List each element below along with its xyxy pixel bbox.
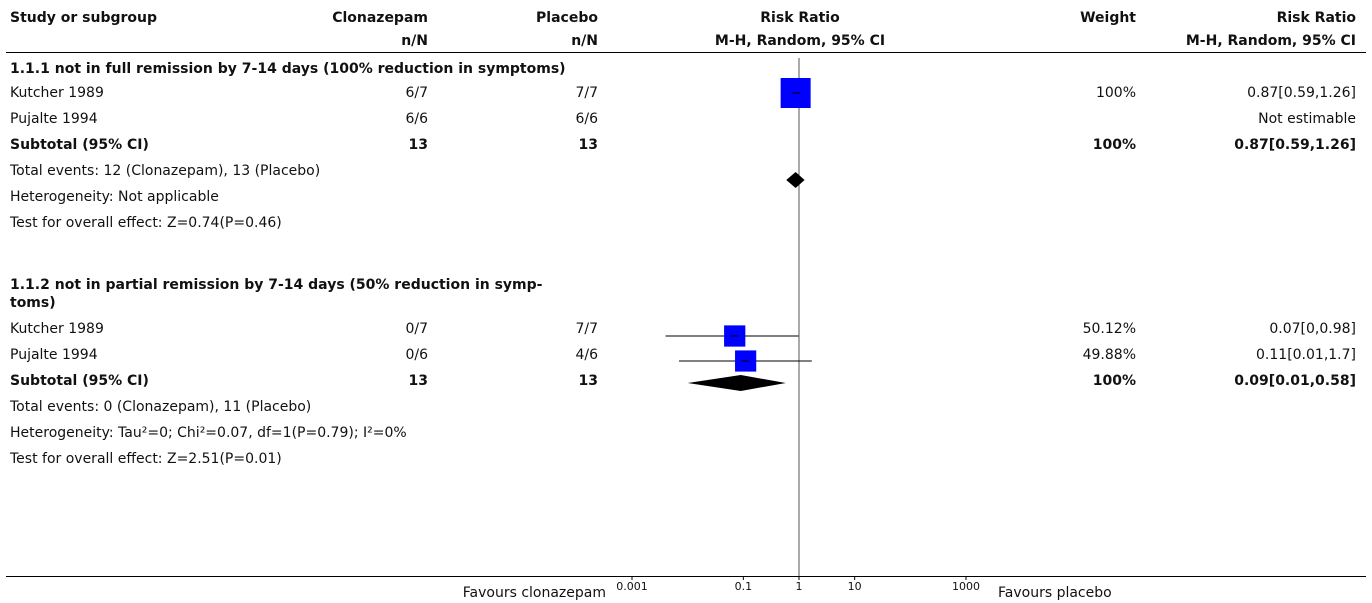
- header-divider: [6, 52, 1366, 53]
- study-name: Kutcher 1989: [10, 85, 104, 101]
- col-placebo-header: Placebo: [536, 10, 598, 26]
- subtotal-label: Subtotal (95% CI): [10, 137, 149, 153]
- col-risk-ratio-header: Risk Ratio: [760, 10, 840, 26]
- study-name: Pujalte 1994: [10, 347, 98, 363]
- study-placebo-events: 7/7: [575, 321, 598, 337]
- col-clonazepam-header: Clonazepam: [332, 10, 428, 26]
- study-weight: 50.12%: [1082, 321, 1136, 337]
- study-name: Kutcher 1989: [10, 321, 104, 337]
- subtotal-placebo-total: 13: [578, 137, 598, 153]
- subtotal-clonazepam-total: 13: [408, 373, 428, 389]
- subtotal-diamond: [786, 172, 805, 188]
- col-placebo-subheader: n/N: [571, 33, 598, 49]
- study-weight: 100%: [1095, 85, 1136, 101]
- group-2-title-line1: 1.1.2 not in partial remission by 7-14 d…: [10, 277, 543, 293]
- axis-tick-label: 1: [795, 580, 803, 593]
- subtotal-risk-ratio: 0.87[0.59,1.26]: [1234, 137, 1356, 153]
- subtotal-risk-ratio: 0.09[0.01,0.58]: [1234, 373, 1356, 389]
- subtotal-placebo-total: 13: [578, 373, 598, 389]
- study-placebo-events: 6/6: [575, 111, 598, 127]
- axis-tick-label: 0.1: [734, 580, 753, 593]
- study-risk-ratio: Not estimable: [1258, 111, 1356, 127]
- heterogeneity: Heterogeneity: Not applicable: [10, 189, 219, 205]
- overall-effect: Test for overall effect: Z=2.51(P=0.01): [10, 451, 282, 467]
- footer-divider: [6, 576, 1366, 577]
- study-risk-ratio: 0.87[0.59,1.26]: [1247, 85, 1356, 101]
- study-weight: 49.88%: [1082, 347, 1136, 363]
- subtotal-clonazepam-total: 13: [408, 137, 428, 153]
- study-name: Pujalte 1994: [10, 111, 98, 127]
- subtotal-diamond: [687, 375, 786, 391]
- total-events: Total events: 0 (Clonazepam), 11 (Placeb…: [10, 399, 312, 415]
- study-clonazepam-events: 6/6: [405, 111, 428, 127]
- axis-tick-label: 0.001: [616, 580, 648, 593]
- subtotal-weight: 100%: [1092, 373, 1136, 389]
- study-risk-ratio: 0.11[0.01,1.7]: [1256, 347, 1356, 363]
- favours-left-label: Favours clonazepam: [462, 585, 606, 601]
- favours-right-label: Favours placebo: [998, 585, 1112, 601]
- study-clonazepam-events: 0/6: [405, 347, 428, 363]
- subtotal-label: Subtotal (95% CI): [10, 373, 149, 389]
- overall-effect: Test for overall effect: Z=0.74(P=0.46): [10, 215, 282, 231]
- col-clonazepam-subheader: n/N: [401, 33, 428, 49]
- col-weight-header: Weight: [1080, 10, 1136, 26]
- group-1-title: 1.1.1 not in full remission by 7-14 days…: [10, 61, 566, 77]
- subtotal-weight: 100%: [1092, 137, 1136, 153]
- study-placebo-events: 4/6: [575, 347, 598, 363]
- total-events: Total events: 12 (Clonazepam), 13 (Place…: [10, 163, 321, 179]
- heterogeneity: Heterogeneity: Tau²=0; Chi²=0.07, df=1(P…: [10, 425, 407, 441]
- col-risk-ratio2-header: Risk Ratio: [1276, 10, 1356, 26]
- study-clonazepam-events: 0/7: [405, 321, 428, 337]
- study-risk-ratio: 0.07[0,0.98]: [1269, 321, 1356, 337]
- axis-tick-label: 10: [847, 580, 862, 593]
- study-clonazepam-events: 6/7: [405, 85, 428, 101]
- col-study-header: Study or subgroup: [10, 10, 158, 26]
- col-risk-ratio2-subheader: M-H, Random, 95% CI: [1185, 33, 1356, 49]
- col-risk-ratio-subheader: M-H, Random, 95% CI: [714, 33, 886, 49]
- axis-tick-label: 1000: [952, 580, 980, 593]
- study-placebo-events: 7/7: [575, 85, 598, 101]
- group-2-title-line2: toms): [10, 295, 56, 311]
